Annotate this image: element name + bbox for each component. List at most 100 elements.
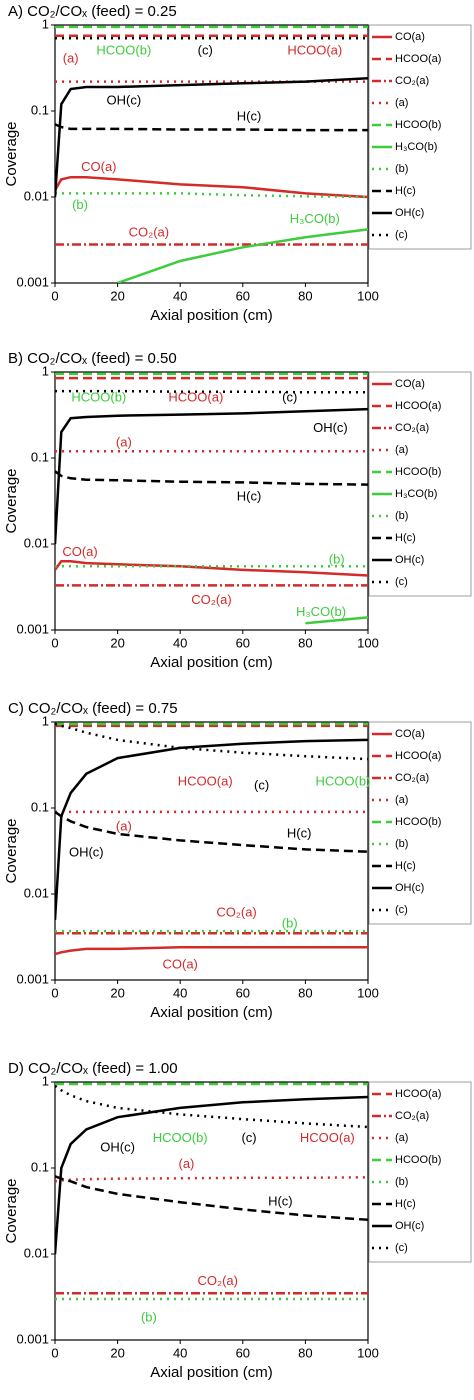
legend-label: (a) (395, 444, 408, 456)
legend-label: (a) (395, 1132, 408, 1144)
legend-label: OH(c) (395, 554, 424, 566)
y-axis-label: Coverage (3, 818, 20, 883)
x-axis-label: Axial position (cm) (150, 1004, 273, 1021)
legend-label: HCOO(b) (395, 816, 441, 828)
annotation: H₃CO(b) (290, 211, 340, 226)
annotation: (c) (241, 1130, 256, 1145)
plot-frame (54, 24, 369, 284)
x-tick-label: 20 (110, 1345, 124, 1360)
legend-label: H₃CO(b) (395, 488, 437, 500)
legend-label: (c) (395, 576, 408, 588)
series-line (55, 1095, 368, 1255)
annotation: HCOO(b) (153, 1130, 208, 1145)
legend-label: (a) (395, 97, 408, 109)
annotation: (b) (72, 197, 88, 212)
annotation: OH(c) (69, 844, 104, 859)
plot-frame (54, 371, 369, 631)
x-tick-label: 100 (357, 985, 379, 1000)
x-tick-label: 20 (110, 635, 124, 650)
y-tick-label: 0.01 (24, 188, 49, 203)
legend-label: (c) (395, 904, 408, 916)
y-tick-label: 0.001 (16, 1331, 49, 1346)
series-line (55, 175, 368, 199)
legend-label: (b) (395, 1176, 408, 1188)
y-axis-label: Coverage (3, 1178, 20, 1243)
x-tick-label: 40 (173, 1345, 187, 1360)
legend-label: (b) (395, 163, 408, 175)
legend-label: H(c) (395, 1198, 416, 1210)
legend-label: (b) (395, 510, 408, 522)
annotation: HCOO(a) (300, 1130, 355, 1145)
annotation: (c) (254, 777, 269, 792)
legend-box (368, 371, 472, 597)
series-line (55, 722, 368, 761)
series-line (55, 1175, 368, 1222)
y-tick-label: 0.001 (16, 971, 49, 986)
y-axis-label: Coverage (3, 468, 20, 533)
series-line (55, 77, 368, 198)
legend-label: OH(c) (395, 1220, 424, 1232)
legend-label: HCOO(a) (395, 400, 441, 412)
legend-box (368, 1081, 472, 1263)
x-tick-label: 60 (236, 635, 250, 650)
legend-box (368, 24, 472, 250)
x-tick-label: 80 (298, 635, 312, 650)
x-tick-label: 20 (110, 288, 124, 303)
annotation: (c) (198, 42, 213, 57)
legend-label: (a) (395, 794, 408, 806)
y-tick-label: 0.001 (16, 621, 49, 636)
annotation: H(c) (287, 825, 312, 840)
y-tick-label: 0.01 (24, 535, 49, 550)
legend-label: (c) (395, 1242, 408, 1254)
x-tick-label: 60 (236, 288, 250, 303)
x-tick-label: 80 (298, 985, 312, 1000)
panel-title: A) CO₂/COₓ (feed) = 0.25 (8, 3, 177, 20)
y-tick-label: 0.1 (31, 449, 49, 464)
legend-label: H(c) (395, 185, 416, 197)
panel-title: D) CO₂/COₓ (feed) = 1.00 (8, 1060, 178, 1077)
annotation: CO(a) (81, 159, 116, 174)
legend-label: CO₂(a) (395, 422, 429, 434)
panel: A) CO₂/COₓ (feed) = 0.25 0 20 40 60 80 100 0.00… (3, 3, 472, 324)
x-tick-label: 0 (51, 635, 58, 650)
legend-label: CO(a) (395, 728, 425, 740)
annotation: CO(a) (163, 956, 198, 971)
annotation: OH(c) (107, 93, 142, 108)
legend-label: CO₂(a) (395, 75, 429, 87)
legend-label: HCOO(b) (395, 1154, 441, 1166)
series-line (305, 616, 368, 625)
legend-label: CO₂(a) (395, 772, 429, 784)
legend-label: (c) (395, 229, 408, 241)
y-tick-label: 1 (42, 1073, 49, 1088)
y-tick-label: 0.1 (31, 1159, 49, 1174)
annotation: H₃CO(b) (296, 604, 346, 619)
series-line (55, 946, 368, 956)
annotation: (b) (329, 552, 345, 567)
y-tick-label: 1 (42, 363, 49, 378)
series-line (55, 1176, 368, 1183)
annotation: (a) (116, 434, 132, 449)
legend-label: HCOO(a) (395, 1088, 441, 1100)
annotation: (c) (282, 389, 297, 404)
annotation: (a) (116, 819, 132, 834)
series-line (55, 470, 368, 486)
annotation: OH(c) (100, 1140, 135, 1155)
x-tick-label: 100 (357, 635, 379, 650)
y-axis-label: Coverage (3, 121, 20, 186)
y-tick-label: 0.001 (16, 274, 49, 289)
legend-label: HCOO(a) (395, 53, 441, 65)
y-tick-label: 1 (42, 16, 49, 31)
series-line (55, 123, 368, 132)
series-line (55, 560, 368, 577)
annotation: HCOO(a) (287, 42, 342, 57)
annotation: CO₂(a) (216, 905, 256, 920)
panel-title: B) CO₂/COₓ (feed) = 0.50 (8, 350, 177, 367)
x-tick-label: 40 (173, 635, 187, 650)
panel: D) CO₂/COₓ (feed) = 1.00 0 20 40 60 80 100 0.00… (3, 1060, 472, 1381)
y-tick-label: 1 (42, 713, 49, 728)
y-tick-label: 0.01 (24, 885, 49, 900)
x-tick-label: 0 (51, 1345, 58, 1360)
x-tick-label: 60 (236, 985, 250, 1000)
x-tick-label: 80 (298, 288, 312, 303)
